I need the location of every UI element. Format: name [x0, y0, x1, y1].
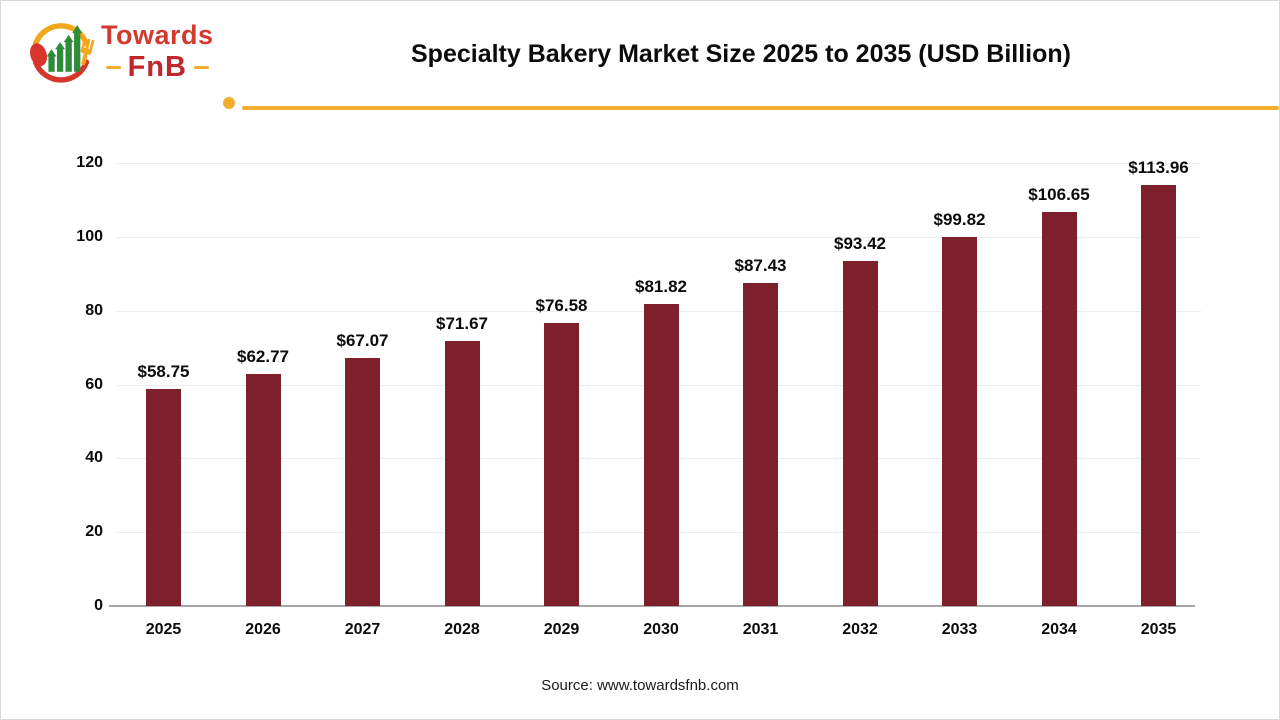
x-tick-label: 2025 [145, 621, 182, 638]
source-text: Source: www.towardsfnb.com [541, 677, 739, 694]
bar-value-label: $113.96 [1128, 158, 1189, 178]
bar [444, 341, 480, 606]
divider-ring [223, 97, 235, 109]
x-tick-label: 2027 [344, 621, 381, 638]
brand-logo: Towards FnB [25, 13, 214, 91]
brand-name-bottom: FnB [127, 51, 187, 83]
gridline [117, 237, 1201, 238]
bar-value-label: $58.75 [137, 362, 190, 382]
growth-bars-icon [46, 25, 83, 72]
x-tick-label: 2028 [444, 621, 480, 638]
y-tick-label: 100 [76, 227, 103, 245]
spoon-icon [29, 43, 48, 67]
logo-dash-left [105, 66, 121, 69]
bar-value-label: $81.82 [635, 276, 687, 296]
header-divider-line [242, 106, 1279, 110]
x-tick-label: 2034 [1041, 621, 1077, 638]
y-tick-label: 40 [85, 449, 103, 467]
x-tick-label: 2031 [742, 621, 779, 638]
bar [345, 358, 380, 606]
bar [942, 237, 977, 606]
logo-arc-bottom [32, 59, 90, 83]
x-tick-label: 2030 [643, 621, 679, 638]
gridline [117, 163, 1201, 164]
bar [842, 261, 878, 606]
bar [743, 283, 778, 606]
bar [643, 303, 679, 606]
bar [146, 389, 181, 606]
bar-value-label: $76.58 [535, 296, 588, 316]
y-tick-label: 120 [76, 154, 103, 171]
bar-value-label: $87.43 [734, 256, 787, 276]
bar-value-label: $106.65 [1028, 185, 1090, 205]
x-tick-label: 2026 [245, 621, 281, 638]
bar [1141, 185, 1176, 606]
chart-title: Specialty Bakery Market Size 2025 to 203… [411, 40, 1071, 68]
x-tick-label: 2033 [941, 621, 978, 638]
bar-value-label: $71.67 [436, 314, 488, 334]
y-tick-label: 20 [85, 523, 103, 541]
bar [544, 323, 579, 606]
x-tick-label: 2035 [1140, 621, 1177, 638]
logo-arc-top [32, 23, 90, 47]
logo-dash-right [193, 66, 209, 69]
bar-value-label: $99.82 [933, 210, 986, 230]
brand-logo-text: Towards FnB [101, 22, 214, 82]
brand-logo-icon [29, 23, 95, 83]
x-tick-label: 2029 [543, 621, 580, 638]
bar-value-label: $62.77 [237, 347, 289, 367]
bar [1041, 212, 1077, 606]
y-tick-label: 80 [85, 301, 103, 319]
bar-value-label: $93.42 [834, 234, 886, 254]
brand-name-top: Towards [101, 20, 214, 50]
y-tick-label: 60 [85, 375, 103, 393]
y-tick-label: 0 [94, 597, 103, 614]
x-tick-label: 2032 [842, 621, 878, 638]
bar [245, 374, 281, 606]
x-axis-line [109, 605, 1195, 607]
fork-icon [80, 37, 95, 66]
bar-value-label: $67.07 [336, 331, 389, 351]
